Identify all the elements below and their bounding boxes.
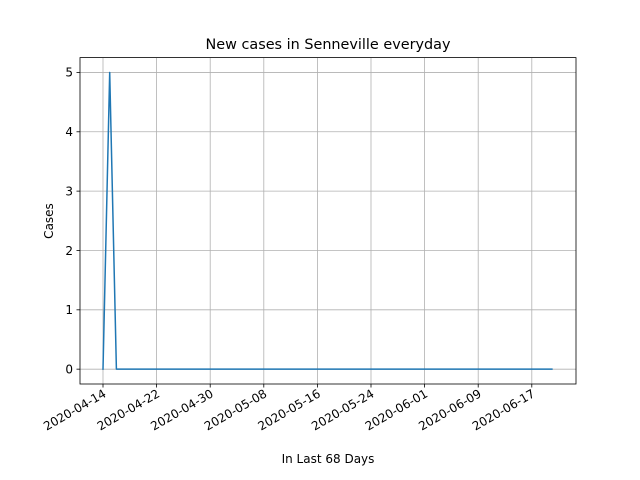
y-tick-label: 5: [65, 66, 73, 80]
y-tick-label: 2: [65, 244, 73, 258]
plot-frame: [79, 57, 577, 385]
y-tick-label: 1: [65, 303, 73, 317]
y-axis: 0 1 2 3 4 5: [65, 66, 80, 376]
y-axis-label: Cases: [42, 203, 56, 239]
series-line: [102, 71, 553, 370]
y-tick-label: 4: [65, 125, 73, 139]
grid-lines: [80, 57, 576, 384]
x-axis-label: In Last 68 Days: [282, 452, 375, 466]
chart-title: New cases in Senneville everyday: [206, 37, 451, 53]
y-tick-label: 3: [65, 184, 73, 198]
y-tick-label: 0: [65, 362, 73, 376]
